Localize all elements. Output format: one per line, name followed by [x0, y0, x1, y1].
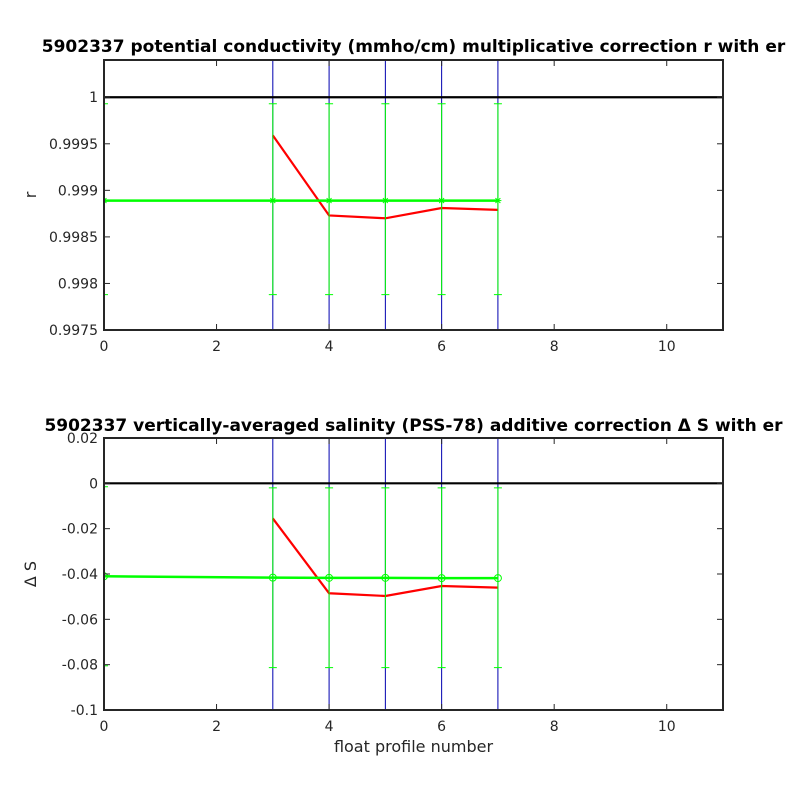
x-tick-label: 2 [212, 339, 221, 355]
x-tick-label: 6 [437, 339, 446, 355]
y-axis-label: r [21, 191, 40, 198]
y-tick-label: -0.02 [62, 522, 98, 538]
data-point [325, 573, 334, 582]
x-tick-label: 6 [437, 719, 446, 735]
x-tick-label: 8 [550, 719, 559, 735]
y-tick-label: 0.9995 [49, 137, 98, 153]
plot-area [104, 438, 723, 710]
y-tick-label: 0 [89, 476, 98, 492]
x-tick-label: 10 [658, 339, 676, 355]
x-tick-label: 4 [325, 719, 334, 735]
data-point [104, 572, 108, 581]
y-tick-label: -0.04 [62, 567, 98, 583]
salinity-correction-chart: 5902337 vertically-averaged salinity (PS… [21, 416, 783, 756]
data-point [493, 574, 502, 583]
data-point [269, 197, 277, 205]
y-tick-label: -0.1 [71, 703, 98, 719]
axes-frame [103, 59, 724, 331]
x-tick-label: 4 [325, 339, 334, 355]
plot-content [104, 60, 723, 330]
data-point [268, 573, 277, 582]
data-point [381, 573, 390, 582]
conductivity-correction-chart: 5902337 potential conductivity (mmho/cm)… [21, 37, 786, 355]
x-tick-label: 8 [550, 339, 559, 355]
x-tick-label: 0 [100, 719, 109, 735]
y-tick-label: -0.08 [62, 658, 98, 674]
plot-content [104, 438, 723, 710]
x-tick-label: 2 [212, 719, 221, 735]
x-tick-label: 0 [100, 339, 109, 355]
y-tick-label: 0.998 [58, 276, 98, 292]
y-tick-label: 1 [89, 90, 98, 106]
y-tick-label: 0.999 [58, 183, 98, 199]
error-bar [104, 103, 108, 296]
y-tick-label: 0.9975 [49, 323, 98, 339]
data-point [494, 197, 502, 205]
data-point [104, 197, 108, 205]
data-point [381, 197, 389, 205]
y-tick-label: 0.02 [67, 431, 98, 447]
y-axis-label: Δ S [21, 561, 40, 587]
y-tick-label: -0.06 [62, 612, 98, 628]
chart-title: 5902337 vertically-averaged salinity (PS… [44, 416, 783, 436]
data-point [325, 197, 333, 205]
series-line-1 [104, 575, 498, 580]
chart-title: 5902337 potential conductivity (mmho/cm)… [42, 37, 786, 57]
error-bar [104, 486, 108, 667]
data-point [437, 574, 446, 583]
plot-area [104, 60, 723, 330]
data-point [438, 197, 446, 205]
x-axis-label: float profile number [334, 737, 494, 756]
x-tick-label: 10 [658, 719, 676, 735]
y-tick-label: 0.9985 [49, 230, 98, 246]
